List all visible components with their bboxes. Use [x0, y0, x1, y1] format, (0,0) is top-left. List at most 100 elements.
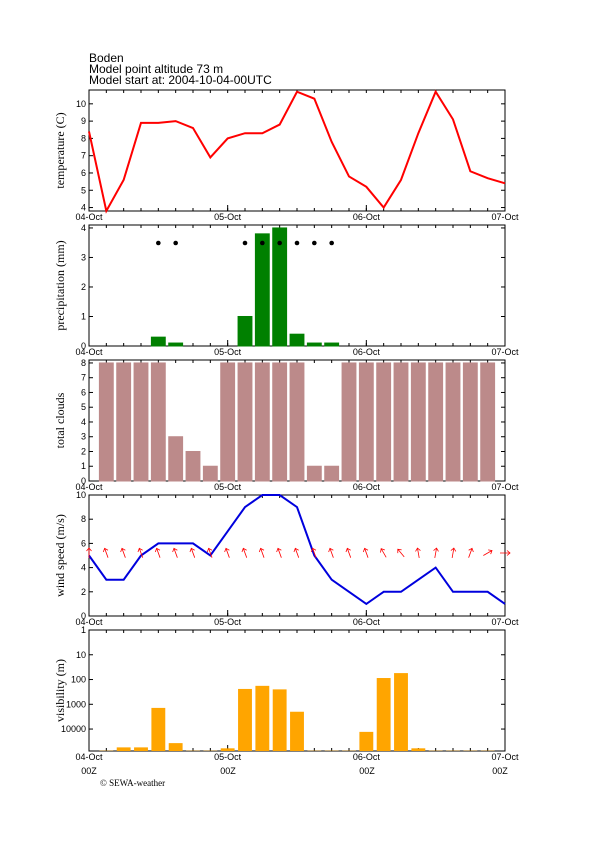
bar [133, 362, 149, 482]
y-tick-label: 6 [81, 538, 86, 548]
wind-arrow [468, 547, 474, 558]
bar [254, 233, 270, 347]
y-tick-label: 8 [81, 514, 86, 524]
precip-dot [277, 240, 282, 246]
bar [376, 362, 392, 482]
x-tick-label: 04-Oct [75, 347, 103, 357]
x-tick-label: 04-Oct [75, 482, 103, 492]
y-tick-label: 10 [76, 490, 86, 500]
wind-arrow [433, 547, 439, 558]
y-tick-label: 0 [81, 611, 86, 621]
wind-arrow [189, 547, 196, 558]
bar [116, 362, 132, 482]
panel: precipitation (mm) 0 1 2 3 4 04-Oct 05-Oct 06-Oc… [53, 223, 519, 357]
bar [306, 465, 322, 482]
y-tick-label: 4 [81, 563, 86, 573]
y-tick-label: 0 [81, 476, 86, 486]
y-tick-label: 1000 [66, 699, 86, 709]
bar [289, 362, 305, 482]
x-tick-label: 04-Oct [75, 617, 103, 627]
y-tick-label: 6 [81, 168, 86, 178]
y-tick-label: 2 [81, 587, 86, 597]
bar [394, 673, 408, 751]
bar [306, 342, 322, 347]
bar [290, 711, 304, 751]
precip-dot [173, 240, 178, 246]
bar [324, 342, 340, 347]
wind-arrow [450, 547, 457, 558]
bar [238, 688, 252, 751]
panel: temperature (C) 4 5 6 7 8 9 10 04-Oct 05-Oct 06-Oc… [53, 89, 519, 222]
x-tick-label: 07-Oct [491, 347, 519, 357]
wind-arrow [276, 547, 282, 558]
y-tick-label: 9 [81, 116, 86, 126]
y-tick-label: 3 [81, 432, 86, 442]
y-tick-label: 7 [81, 373, 86, 383]
y-tick-label: 5 [81, 402, 86, 412]
x-tick-label: 06-Oct [353, 752, 381, 762]
x-tick-label: 07-Oct [491, 212, 519, 222]
bar [168, 743, 183, 751]
data-line [88, 89, 506, 214]
y-axis-label: temperature (C) [53, 112, 67, 188]
bar [411, 748, 426, 751]
y-tick-label: 1 [81, 625, 86, 635]
bar [220, 362, 236, 482]
wind-arrow [345, 547, 352, 558]
wind-arrow [120, 547, 126, 558]
bar [151, 707, 166, 751]
wind-arrow [172, 547, 178, 558]
bar [255, 685, 270, 751]
bar [272, 689, 287, 751]
x-tick-label: 05-Oct [214, 347, 242, 357]
wind-arrow [258, 547, 265, 558]
bar [445, 362, 461, 482]
bar [376, 678, 391, 751]
y-axis-label: visibility (m) [53, 659, 67, 722]
time-label: 00Z [359, 766, 375, 776]
bar [254, 362, 270, 482]
x-tick-label: 06-Oct [353, 347, 381, 357]
bar [393, 362, 409, 482]
panel: total clouds 0 1 2 3 4 5 6 7 8 04-Oct 05-Oct 06-Oct 0… [53, 358, 519, 492]
y-tick-label: 8 [81, 358, 86, 368]
wind-arrow [86, 547, 92, 558]
y-axis-label: total clouds [53, 392, 67, 448]
y-tick-label: 2 [81, 282, 86, 292]
wind-arrow [500, 550, 511, 556]
y-tick-label: 1 [81, 461, 86, 471]
precip-dot [156, 240, 161, 246]
y-tick-label: 10 [76, 99, 86, 109]
panel: visibility (m) 1 10 100 1000 10000 04-Oct 05-Oc… [53, 625, 519, 762]
bar [150, 336, 166, 347]
bar [341, 362, 357, 482]
y-tick-label: 4 [81, 223, 86, 233]
precip-dot [260, 240, 265, 246]
precip-dot [294, 240, 300, 246]
y-tick-label: 4 [81, 203, 86, 213]
bar [272, 362, 288, 482]
bar [168, 436, 184, 482]
precip-dot [329, 240, 334, 246]
bar [272, 227, 288, 347]
y-tick-label: 10000 [61, 724, 86, 734]
y-tick-label: 5 [81, 185, 86, 195]
y-tick-label: 3 [81, 252, 86, 262]
bar [202, 465, 218, 482]
y-axis-label: precipitation (mm) [53, 240, 67, 330]
x-tick-label: 05-Oct [214, 482, 242, 492]
wind-arrow [415, 547, 421, 558]
time-label: 00Z [220, 766, 236, 776]
wind-arrow [154, 547, 161, 558]
bar [289, 333, 305, 347]
wind-arrow [328, 547, 334, 558]
bar [410, 362, 426, 482]
x-tick-label: 05-Oct [214, 617, 242, 627]
wind-arrow [293, 547, 300, 558]
bar [324, 465, 340, 482]
wind-arrow [206, 547, 213, 558]
bar [185, 450, 201, 482]
model-start: Model start at: 2004-10-04-00UTC [89, 73, 272, 87]
bar [462, 362, 478, 482]
bar [150, 362, 166, 482]
